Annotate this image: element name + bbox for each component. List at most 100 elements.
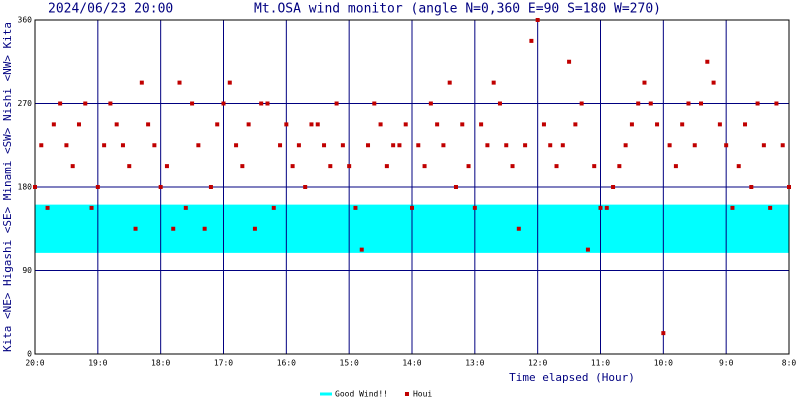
point	[246, 122, 251, 127]
point	[33, 185, 37, 189]
point	[749, 185, 754, 189]
x-tick-label: 16:0	[277, 359, 296, 368]
point	[579, 101, 584, 106]
point	[529, 38, 534, 43]
point	[372, 101, 377, 106]
point	[699, 101, 704, 106]
y-tick-label: 180	[18, 183, 33, 192]
x-tick-label: 20:0	[25, 359, 44, 368]
point	[667, 143, 672, 148]
point	[661, 331, 666, 336]
point	[95, 185, 100, 189]
point	[158, 185, 163, 189]
point	[554, 164, 559, 169]
point	[441, 143, 446, 148]
point	[592, 164, 597, 169]
point	[39, 143, 44, 148]
timestamp: 2024/06/23 20:00	[48, 2, 173, 17]
point	[428, 101, 433, 106]
point	[152, 143, 157, 148]
point	[573, 122, 578, 127]
point	[378, 122, 383, 127]
point	[271, 205, 276, 210]
point	[479, 122, 484, 127]
point	[278, 143, 283, 148]
legend-label: Houi	[413, 390, 432, 399]
point	[560, 143, 565, 148]
point	[623, 143, 628, 148]
x-tick-label: 13:0	[465, 359, 484, 368]
point	[692, 143, 697, 148]
point	[724, 143, 729, 148]
x-tick-label: 14:0	[402, 359, 421, 368]
point	[705, 59, 710, 64]
point	[322, 143, 327, 148]
point	[76, 122, 81, 127]
point	[535, 18, 540, 22]
x-tick-label: 12:0	[528, 359, 547, 368]
point	[416, 143, 421, 148]
point	[183, 205, 188, 210]
point	[303, 185, 308, 189]
point	[114, 122, 119, 127]
x-tick-label: 9:0	[719, 359, 734, 368]
point	[774, 101, 779, 106]
point	[384, 164, 389, 169]
point	[284, 122, 289, 127]
point	[673, 164, 678, 169]
chart-title: Mt.OSA wind monitor (angle N=0,360 E=90 …	[254, 2, 661, 17]
point	[108, 101, 113, 106]
point	[127, 164, 132, 169]
point	[497, 101, 502, 106]
point	[171, 226, 176, 231]
point	[353, 205, 358, 210]
point	[730, 205, 735, 210]
point	[240, 164, 245, 169]
point	[743, 122, 748, 127]
point	[466, 164, 471, 169]
point	[585, 247, 590, 252]
point	[780, 143, 785, 148]
point	[259, 101, 264, 106]
point	[768, 205, 773, 210]
point	[328, 164, 333, 169]
point	[391, 143, 396, 148]
point	[548, 143, 553, 148]
point	[190, 101, 195, 106]
point	[655, 122, 660, 127]
point	[755, 101, 760, 106]
point	[58, 101, 63, 106]
point	[422, 164, 427, 169]
point	[296, 143, 301, 148]
point	[196, 143, 201, 148]
point	[611, 185, 616, 189]
point	[636, 101, 641, 106]
point	[177, 80, 182, 85]
x-tick-label: 19:0	[88, 359, 107, 368]
x-tick-label: 18:0	[151, 359, 170, 368]
point	[435, 122, 440, 127]
y-tick-label: 270	[18, 99, 33, 108]
point	[717, 122, 722, 127]
x-axis-label: Time elapsed (Hour)	[509, 371, 635, 384]
point	[359, 247, 364, 252]
point	[234, 143, 239, 148]
y-axis-label: Kita <NE> Higashi <SE> Minami <SW> Nishi…	[1, 22, 14, 352]
point	[410, 205, 414, 210]
point	[164, 164, 169, 169]
point	[89, 205, 94, 210]
point	[460, 122, 465, 127]
point	[347, 164, 352, 169]
point	[510, 164, 515, 169]
point	[523, 143, 528, 148]
point	[787, 185, 791, 189]
point	[453, 185, 458, 189]
point	[290, 164, 295, 169]
point	[504, 143, 509, 148]
point	[598, 205, 603, 210]
point	[334, 101, 339, 106]
point	[139, 80, 144, 85]
point	[252, 226, 257, 231]
point	[447, 80, 452, 85]
